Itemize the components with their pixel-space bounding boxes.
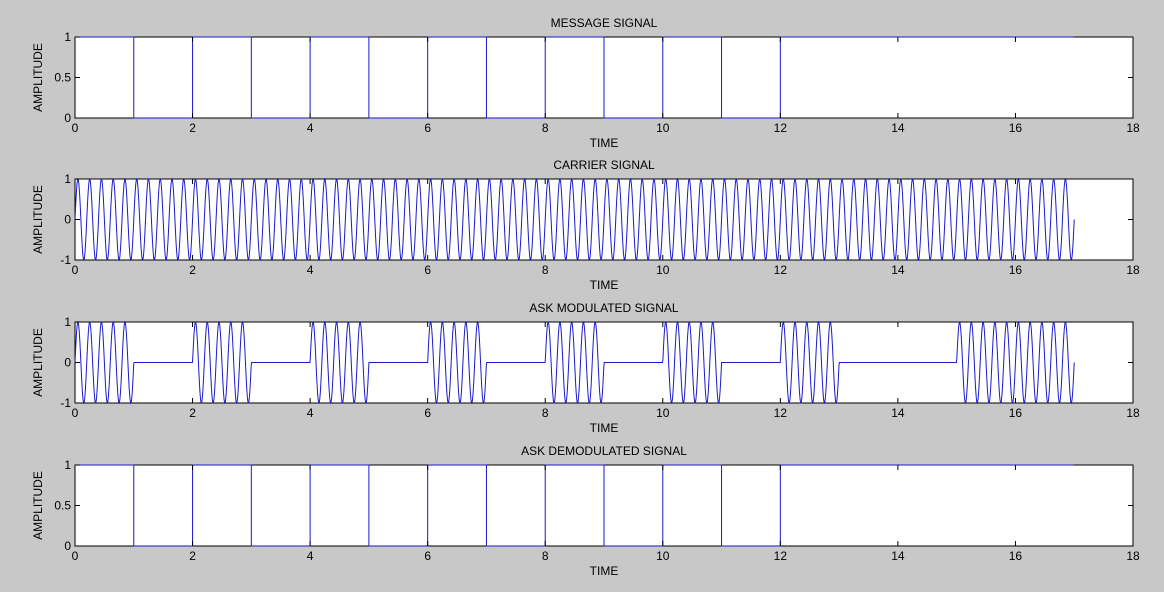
x-tick-label: 14: [891, 406, 905, 420]
signal-line: [74, 177, 1075, 262]
x-tick-label: 10: [656, 549, 670, 563]
y-tick-label: 1: [64, 315, 71, 329]
x-tick-label: 2: [189, 263, 196, 277]
x-tick-label: 14: [891, 121, 905, 135]
y-tick-label: 0: [64, 356, 71, 370]
x-tick-label: 14: [891, 263, 905, 277]
y-axis-label: AMPLITUDE: [31, 43, 45, 112]
chart-title: MESSAGE SIGNAL: [551, 16, 658, 30]
x-tick-label: 12: [774, 263, 788, 277]
x-tick-label: 6: [424, 549, 431, 563]
x-tick-label: 18: [1126, 406, 1140, 420]
x-axis-label: TIME: [590, 564, 619, 578]
x-tick-label: 12: [774, 406, 788, 420]
chart-title: ASK MODULATED SIGNAL: [529, 301, 678, 315]
x-tick-label: 0: [72, 549, 79, 563]
y-axis-label: AMPLITUDE: [31, 328, 45, 397]
x-tick-label: 16: [1009, 406, 1023, 420]
x-tick-label: 4: [307, 263, 314, 277]
x-tick-label: 2: [189, 549, 196, 563]
y-tick-label: 0: [64, 539, 71, 553]
x-tick-label: 16: [1009, 549, 1023, 563]
x-tick-label: 8: [542, 121, 549, 135]
x-tick-label: 18: [1126, 121, 1140, 135]
y-axis-label: AMPLITUDE: [31, 471, 45, 540]
x-axis-label: TIME: [590, 136, 619, 150]
x-tick-label: 2: [189, 406, 196, 420]
x-tick-label: 4: [307, 121, 314, 135]
y-tick-label: -1: [60, 253, 71, 267]
x-tick-label: 16: [1009, 121, 1023, 135]
y-tick-label: 0.5: [54, 71, 71, 85]
x-tick-label: 16: [1009, 263, 1023, 277]
x-tick-label: 4: [307, 549, 314, 563]
x-tick-label: 10: [656, 263, 670, 277]
chart-title: ASK DEMODULATED SIGNAL: [521, 444, 687, 458]
y-tick-label: 1: [64, 172, 71, 186]
y-tick-label: 1: [64, 30, 71, 44]
x-tick-label: 0: [72, 406, 79, 420]
y-tick-label: -1: [60, 396, 71, 410]
signal-line: [75, 36, 1075, 119]
y-tick-label: 0: [64, 111, 71, 125]
x-tick-label: 10: [656, 121, 670, 135]
x-tick-label: 8: [542, 406, 549, 420]
x-tick-label: 6: [424, 263, 431, 277]
x-tick-label: 4: [307, 406, 314, 420]
y-axis-label: AMPLITUDE: [31, 185, 45, 254]
y-tick-label: 0: [64, 213, 71, 227]
x-axis-label: TIME: [590, 421, 619, 435]
x-tick-label: 6: [424, 406, 431, 420]
subplot-1: 0 2 4 6 8 10 12 14 16 18 0 0.5 1 MESSAGE SIGNAL TIME AM…: [31, 16, 1140, 150]
x-tick-label: 10: [656, 406, 670, 420]
y-tick-label: 0.5: [54, 499, 71, 513]
x-tick-label: 0: [72, 263, 79, 277]
chart-title: CARRIER SIGNAL: [553, 158, 655, 172]
x-tick-label: 12: [774, 121, 788, 135]
x-tick-label: 2: [189, 121, 196, 135]
x-axis-label: TIME: [590, 278, 619, 292]
signal-line: [75, 464, 1075, 547]
x-tick-label: 8: [542, 263, 549, 277]
x-tick-label: 18: [1126, 263, 1140, 277]
subplot-4: 0 2 4 6 8 10 12 14 16 18 0 0.5 1 ASK DEMODULATED SIGN…: [31, 444, 1140, 578]
x-tick-label: 14: [891, 549, 905, 563]
y-tick-label: 1: [64, 458, 71, 472]
x-tick-label: 8: [542, 549, 549, 563]
x-tick-label: 18: [1126, 549, 1140, 563]
x-tick-label: 12: [774, 549, 788, 563]
x-tick-label: 0: [72, 121, 79, 135]
signal-line: [74, 320, 1075, 405]
x-tick-label: 6: [424, 121, 431, 135]
